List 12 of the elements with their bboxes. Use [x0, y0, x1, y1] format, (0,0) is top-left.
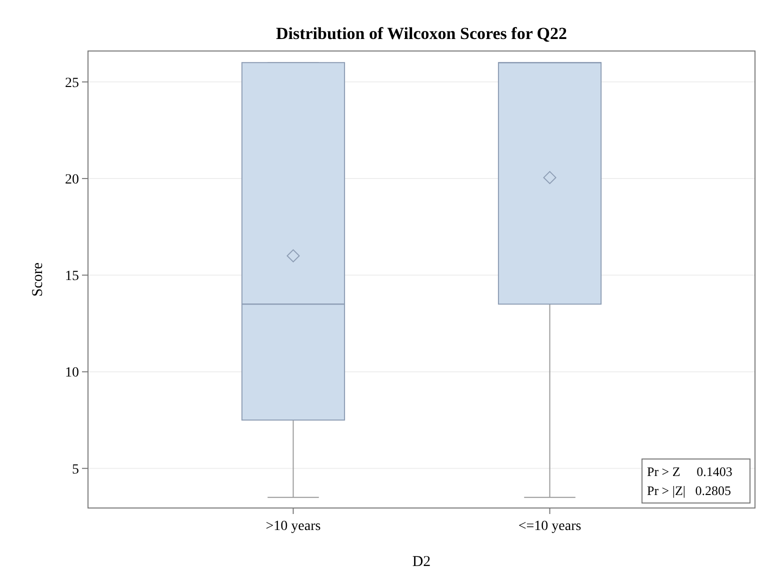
y-tick-label: 10: [65, 366, 79, 381]
y-tick-label: 25: [65, 76, 79, 91]
x-tick-label: <=10 years: [518, 519, 582, 534]
y-tick-label: 5: [72, 462, 79, 478]
annotation: Pr > |Z| 0.2805: [647, 483, 732, 498]
y-axis-title: Score: [30, 262, 46, 297]
x-tick-label: >10 years: [266, 519, 321, 534]
x-axis-title: D2: [412, 554, 431, 570]
annotation: Pr > Z 0.1403: [647, 464, 732, 479]
chart-title: Distribution of Wilcoxon Scores for Q22: [276, 24, 568, 43]
y-tick-label: 20: [65, 172, 79, 188]
y-tick-label: 15: [65, 269, 79, 284]
